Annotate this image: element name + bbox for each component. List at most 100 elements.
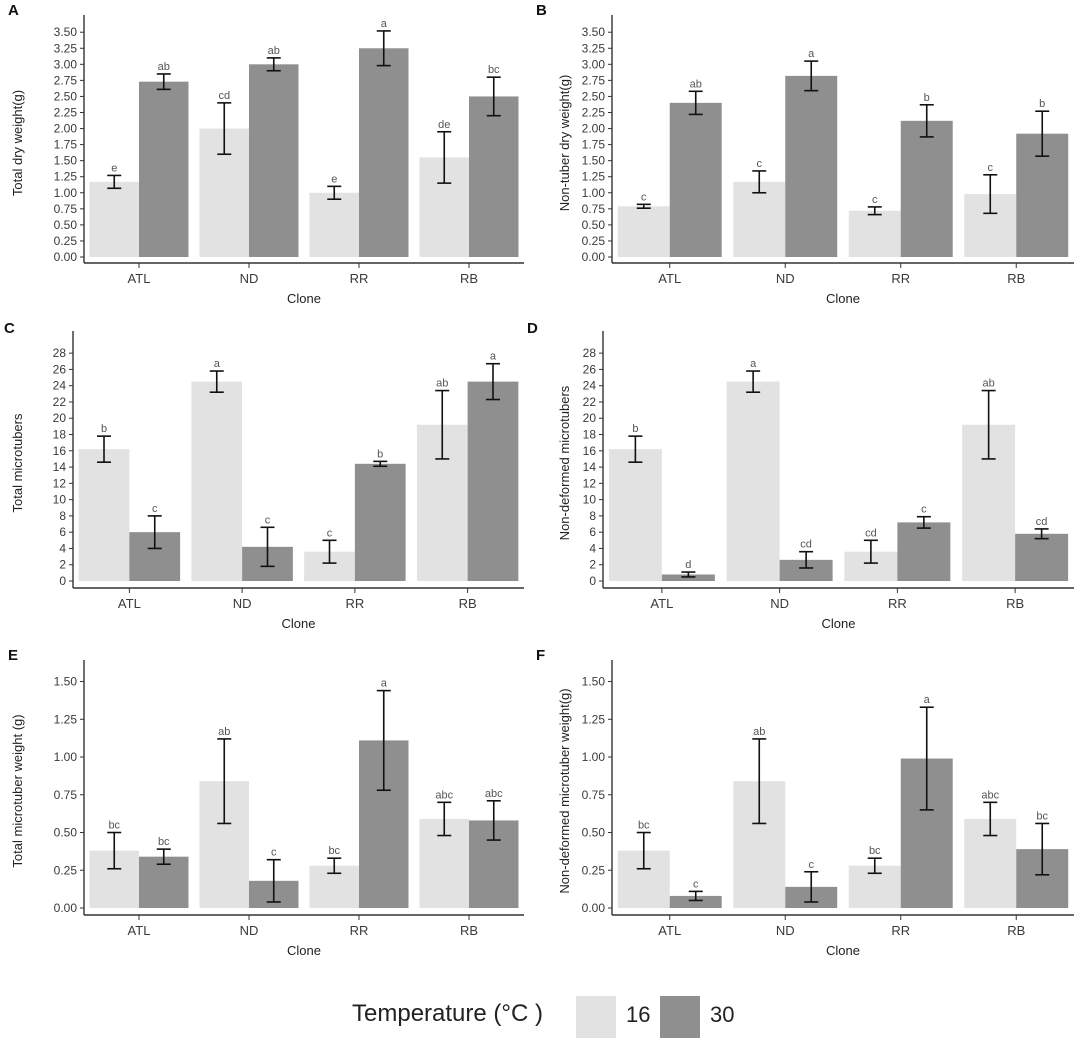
x-axis-title: Clone: [826, 943, 860, 958]
bar: [733, 181, 786, 257]
significance-letter: ab: [218, 726, 230, 738]
y-tick-label: 1.00: [582, 186, 606, 200]
panel-label: B: [536, 2, 547, 19]
x-tick-label: RB: [1007, 923, 1025, 938]
bar: [1015, 533, 1069, 581]
legend-key-30: [660, 996, 700, 1038]
x-axis-title: Clone: [822, 616, 856, 631]
y-tick-label: 3.50: [582, 25, 606, 39]
significance-letter: c: [808, 859, 814, 871]
significance-letter: cd: [218, 90, 230, 102]
y-axis-title: Non-deformed microtubers: [557, 385, 572, 540]
bar: [726, 381, 780, 581]
significance-letter: b: [1039, 98, 1045, 110]
y-tick-label: 2.25: [582, 105, 606, 119]
y-tick-label: 24: [583, 379, 597, 393]
legend-key-16: [576, 996, 616, 1038]
bar: [779, 559, 833, 581]
y-tick-label: 3.25: [582, 41, 606, 55]
y-tick-label: 10: [53, 493, 67, 507]
y-tick-label: 2.25: [54, 105, 78, 119]
bar: [900, 120, 953, 257]
x-tick-label: ATL: [658, 271, 681, 286]
y-tick-label: 20: [583, 411, 597, 425]
significance-letter: c: [872, 194, 878, 206]
y-tick-label: 1.25: [54, 712, 78, 726]
y-axis-title: Non-deformed microtuber weight(g): [557, 688, 572, 893]
bar: [139, 81, 189, 257]
y-tick-label: 1.50: [54, 675, 78, 689]
y-tick-label: 0.50: [54, 826, 78, 840]
significance-letter: c: [327, 527, 333, 539]
y-tick-label: 2.00: [54, 122, 78, 136]
x-tick-label: ND: [240, 923, 259, 938]
bar: [89, 181, 139, 257]
figure: AeabATLcdabNDeaRRdebcRB0.000.250.500.751…: [4, 2, 1074, 958]
x-tick-label: RB: [459, 596, 477, 611]
x-tick-label: RB: [1006, 596, 1024, 611]
bar: [139, 856, 189, 908]
y-tick-label: 12: [53, 476, 67, 490]
y-tick-label: 18: [583, 428, 597, 442]
significance-letter: cd: [1036, 516, 1048, 528]
y-tick-label: 8: [59, 509, 66, 523]
y-tick-label: 0.00: [54, 250, 78, 264]
y-tick-label: 0: [589, 574, 596, 588]
y-tick-label: 2: [589, 558, 596, 572]
legend-label-30: 30: [710, 1002, 735, 1027]
y-tick-label: 18: [53, 428, 67, 442]
y-tick-label: 1.50: [582, 675, 606, 689]
significance-letter: c: [757, 158, 763, 170]
panel-label: F: [536, 647, 545, 664]
y-tick-label: 22: [53, 395, 67, 409]
bar: [359, 48, 409, 257]
y-tick-label: 10: [583, 493, 597, 507]
y-tick-label: 1.00: [54, 186, 78, 200]
significance-letter: e: [331, 173, 337, 185]
y-axis-title: Total microtuber weight (g): [10, 714, 25, 867]
legend-title: Temperature (°C ): [352, 1000, 543, 1027]
bar: [669, 895, 722, 908]
x-tick-label: RR: [350, 271, 369, 286]
y-tick-label: 2.50: [54, 89, 78, 103]
x-tick-label: RR: [891, 923, 910, 938]
significance-letter: abc: [981, 789, 999, 801]
y-tick-label: 26: [583, 362, 597, 376]
significance-letter: c: [271, 847, 277, 859]
significance-letter: bc: [638, 820, 650, 832]
bar: [309, 192, 359, 257]
y-tick-label: 0.00: [582, 250, 606, 264]
significance-letter: bc: [488, 64, 500, 76]
y-tick-label: 3.00: [582, 57, 606, 71]
x-axis-title: Clone: [287, 291, 321, 306]
panel-f: FbccATLabcNDbcaRRabcbcRB0.000.250.500.75…: [536, 647, 1074, 958]
bar: [191, 381, 243, 581]
panel-label: E: [8, 647, 18, 664]
y-tick-label: 2.50: [582, 89, 606, 103]
x-tick-label: ATL: [118, 596, 141, 611]
x-tick-label: ND: [240, 271, 259, 286]
y-tick-label: 0.75: [582, 202, 606, 216]
y-axis-title: Total microtubers: [10, 413, 25, 512]
significance-letter: bc: [108, 820, 120, 832]
y-tick-label: 3.50: [54, 25, 78, 39]
y-tick-label: 1.50: [54, 154, 78, 168]
significance-letter: c: [641, 191, 647, 203]
significance-letter: ab: [268, 45, 280, 57]
y-tick-label: 1.25: [582, 712, 606, 726]
y-tick-label: 8: [589, 509, 596, 523]
panel-label: A: [8, 2, 19, 19]
y-tick-label: 20: [53, 411, 67, 425]
x-tick-label: RR: [345, 596, 364, 611]
y-tick-label: 4: [59, 541, 66, 555]
y-axis-title: Non-tuber dry weight(g): [557, 75, 572, 212]
y-tick-label: 0.50: [582, 218, 606, 232]
significance-letter: a: [381, 678, 388, 690]
y-tick-label: 0: [59, 574, 66, 588]
significance-letter: bc: [158, 836, 170, 848]
y-tick-label: 2.00: [582, 122, 606, 136]
bar: [78, 449, 130, 581]
significance-letter: b: [632, 423, 638, 435]
significance-letter: bc: [869, 845, 881, 857]
panel-b: Bc ab ATL c a ND c b RR c b RB 0.00 0.25 0.50 0.75 1.00 1…: [536, 2, 1074, 306]
